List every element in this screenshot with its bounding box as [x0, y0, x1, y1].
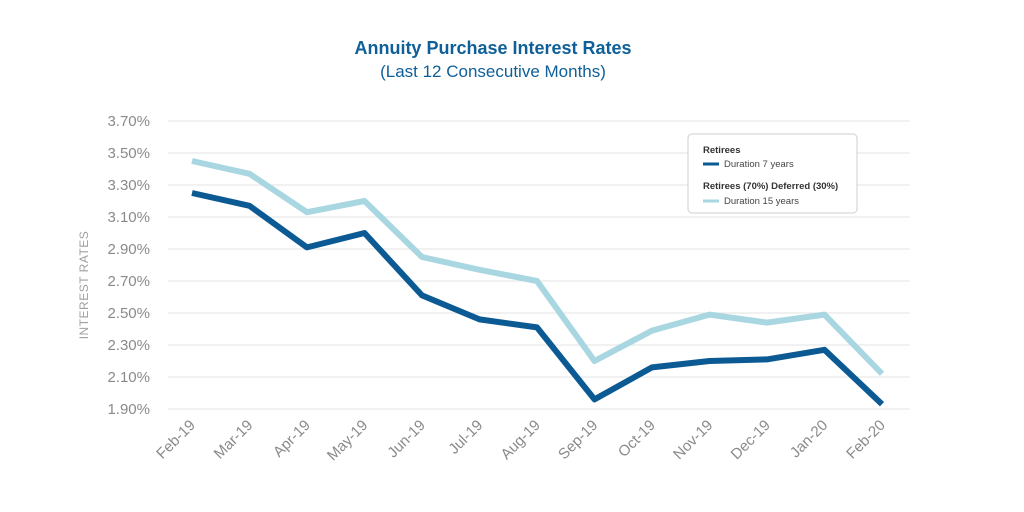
y-tick-label: 2.10% [107, 369, 150, 386]
y-tick-label: 2.50% [107, 305, 150, 322]
series-lines [191, 158, 885, 407]
x-tick-label: Mar-19 [211, 417, 257, 463]
x-tick-label: Sep-19 [555, 417, 601, 463]
x-tick-label: Aug-19 [498, 417, 544, 463]
legend-item-duration-7: Duration 7 years [724, 159, 794, 170]
y-tick-label: 3.70% [107, 113, 150, 130]
y-axis-label: INTEREST RATES [77, 231, 91, 340]
y-tick-label: 3.10% [107, 209, 150, 226]
x-axis-ticks: Feb-19 Mar-19 Apr-19 May-19 Jun-19 Jul-19 Aug-… [153, 417, 889, 464]
series-line-duration-7 [191, 190, 885, 407]
x-tick-label: Jul-19 [445, 417, 486, 458]
legend-box [687, 133, 858, 214]
chart-title: Annuity Purchase Interest Rates [354, 38, 632, 58]
y-tick-label: 2.70% [107, 273, 150, 290]
legend-item-duration-15: Duration 15 years [724, 196, 799, 207]
y-axis-ticks: 3.70% 3.50% 3.30% 3.10% 2.90% 2.70% 2.50% 2.30%… [107, 113, 150, 418]
legend-group-title-1: Retirees [703, 145, 741, 156]
y-tick-label: 2.30% [107, 337, 150, 354]
x-tick-label: Apr-19 [270, 417, 314, 461]
legend-group-title-2: Retirees (70%) Deferred (30%) [703, 181, 838, 192]
x-tick-label: Feb-19 [153, 417, 199, 463]
x-tick-label: Jun-19 [384, 417, 428, 461]
series-line-duration-15 [191, 158, 885, 376]
y-tick-label: 2.90% [107, 241, 150, 258]
x-tick-label: Oct-19 [615, 417, 659, 461]
x-tick-label: Feb-20 [843, 417, 889, 463]
chart-subtitle: (Last 12 Consecutive Months) [380, 62, 606, 81]
y-tick-label: 1.90% [107, 401, 150, 418]
x-tick-label: Dec-19 [728, 417, 774, 463]
legend: Retirees Duration 7 years Retirees (70%)… [687, 133, 858, 214]
x-tick-label: May-19 [324, 417, 371, 464]
x-tick-label: Jan-20 [787, 417, 831, 461]
y-tick-label: 3.30% [107, 177, 150, 194]
x-tick-label: Nov-19 [670, 417, 716, 463]
y-tick-label: 3.50% [107, 145, 150, 162]
